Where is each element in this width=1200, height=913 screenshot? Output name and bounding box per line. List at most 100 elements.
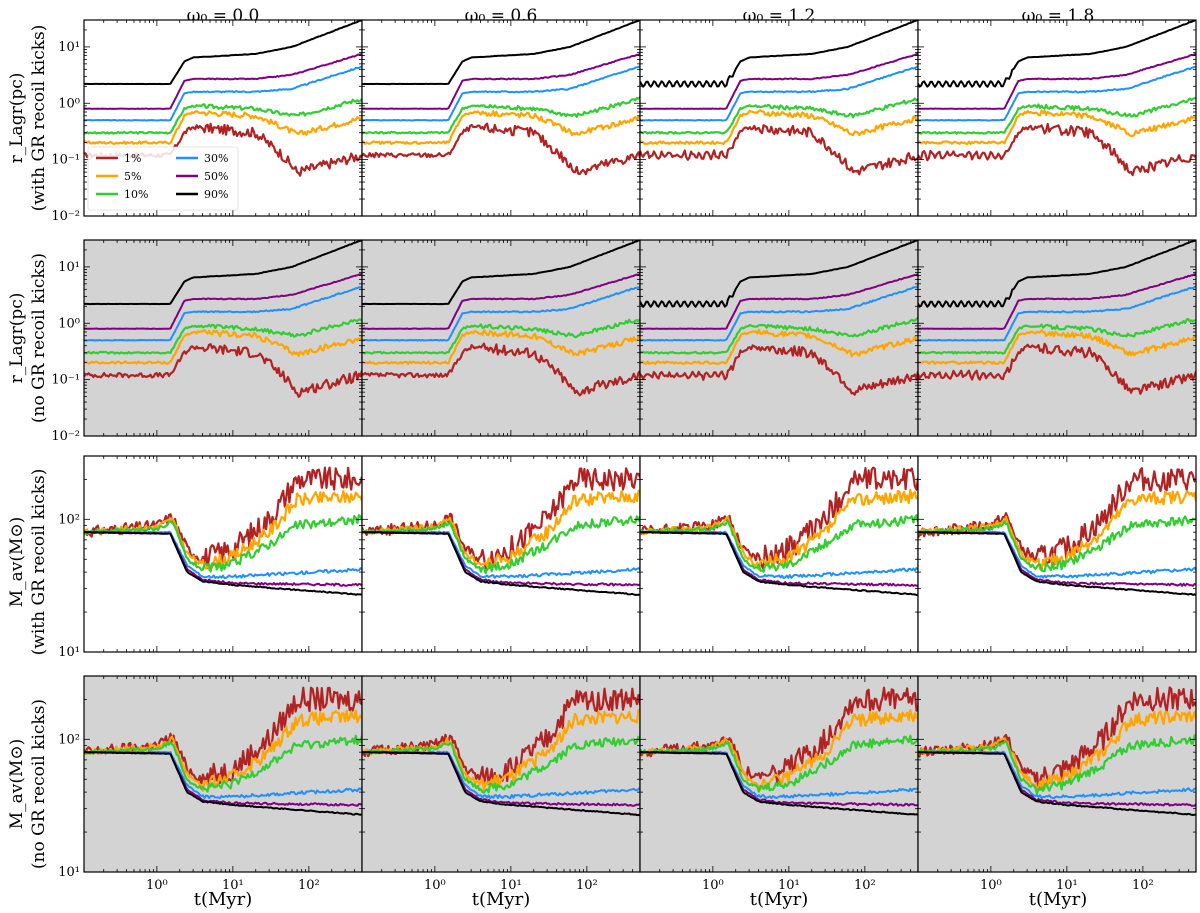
panel-r1-c1 (361, 239, 641, 437)
series-line-50pct (362, 272, 640, 330)
series-line-30pct (84, 530, 362, 580)
series-line-5pct (918, 329, 1196, 365)
series-line-50pct (84, 273, 362, 330)
series-line-90pct (362, 531, 640, 596)
series-line-50pct (84, 52, 362, 110)
series-line-10pct (362, 735, 640, 794)
y-tick-label: 10¹ (58, 260, 80, 275)
row-1-ylabel-line1: r_Lagr(pc) (7, 293, 27, 384)
series-line-90pct (84, 20, 362, 86)
panel-frame (917, 455, 1197, 653)
series-line-10pct (918, 515, 1196, 573)
legend-label: 1% (124, 152, 141, 165)
legend-label: 90% (204, 188, 228, 201)
panel-r1-c3 (917, 239, 1197, 437)
series-line-90pct (84, 531, 362, 596)
legend-label: 5% (124, 170, 141, 183)
series-line-10pct (918, 733, 1196, 795)
panel-background (362, 456, 640, 652)
series-group (84, 466, 362, 596)
row-0-ylabel-line1: r_Lagr(pc) (7, 73, 27, 164)
series-line-1pct (84, 343, 362, 398)
row-ylabels: r_Lagr(pc) (with GR recoil kicks) r_Lagr… (7, 25, 49, 869)
panels: 10¹ 10⁰ 10⁻¹ 10⁻² 1% 30% 5% 50% 10% 90% 10¹ 10⁰ 10⁻¹… (51, 19, 1197, 893)
series-line-50pct (640, 273, 918, 330)
series-group (918, 467, 1196, 596)
series-line-10pct (640, 514, 918, 573)
series-group (362, 467, 640, 596)
series-line-10pct (84, 734, 362, 793)
series-group (84, 686, 362, 816)
row-2-ylabel-line1: M_av(M⊙) (7, 517, 27, 608)
series-line-10pct (84, 318, 362, 355)
panel-r2-c1 (361, 455, 641, 653)
panel-r0-c1 (361, 19, 641, 217)
series-line-10pct (640, 734, 918, 793)
panel-r0-c2 (639, 19, 919, 217)
row-3-ylabel-line1: M_av(M⊙) (7, 739, 27, 830)
panel-background (362, 240, 640, 436)
series-group (640, 20, 918, 176)
series-line-10pct (918, 318, 1196, 355)
series-line-10pct (918, 96, 1196, 135)
series-line-1pct (918, 122, 1196, 177)
y-tick-label: 10⁻¹ (51, 373, 80, 388)
series-line-30pct (640, 285, 918, 342)
series-line-5pct (84, 110, 362, 145)
x-axis-label-0: t(Myr) (194, 889, 252, 910)
series-line-1pct (640, 344, 918, 396)
series-line-5pct (918, 109, 1196, 145)
series-line-30pct (84, 65, 362, 122)
series-line-90pct (362, 240, 640, 306)
series-line-5pct (640, 109, 918, 145)
series-line-90pct (362, 751, 640, 817)
series-line-90pct (84, 240, 362, 306)
panel-background (362, 20, 640, 216)
y-tick-label: 10¹ (58, 40, 80, 55)
series-line-5pct (84, 329, 362, 365)
panel-r2-c3 (917, 455, 1197, 653)
x-tick-label: 10² (298, 878, 320, 893)
series-line-90pct (918, 240, 1196, 308)
panel-background (918, 240, 1196, 436)
x-tick-label: 10¹ (500, 878, 522, 893)
row-2-ylabel-line2: (with GR recoil kicks) (29, 469, 49, 656)
y-tick-label: 10² (58, 512, 80, 527)
x-tick-label: 10¹ (222, 878, 244, 893)
series-line-5pct (362, 110, 640, 145)
y-tick-label: 10² (58, 732, 80, 747)
series-line-1pct (362, 467, 640, 570)
row-0-ylabel-line2: (with GR recoil kicks) (29, 25, 49, 212)
panel-background (640, 240, 918, 436)
panel-r0-c0: 10¹ 10⁰ 10⁻¹ 10⁻² 1% 30% 5% 50% 10% 90% (51, 19, 363, 224)
series-line-90pct (918, 751, 1196, 816)
series-line-10pct (640, 316, 918, 355)
panel-r1-c2 (639, 239, 919, 437)
panel-r0-c3 (917, 19, 1197, 217)
series-line-10pct (84, 514, 362, 573)
panel-r1-c0: 10¹ 10⁰ 10⁻¹ 10⁻² (51, 239, 363, 444)
panel-r2-c0: 10² 10¹ (58, 455, 363, 660)
series-group (362, 240, 640, 397)
series-line-5pct (362, 489, 640, 568)
x-tick-label: 10² (576, 878, 598, 893)
series-line-90pct (640, 751, 918, 816)
series-line-1pct (362, 342, 640, 397)
x-axis-label-3: t(Myr) (1029, 889, 1087, 910)
series-line-10pct (362, 96, 640, 135)
x-tick-label: 10² (854, 878, 876, 893)
series-line-1pct (918, 342, 1196, 395)
series-line-1pct (362, 122, 640, 176)
series-line-1pct (918, 686, 1196, 791)
series-line-50pct (640, 52, 918, 110)
series-line-50pct (362, 53, 640, 110)
series-group (640, 686, 918, 816)
x-tick-label: 10⁰ (146, 878, 168, 893)
panel-frame (917, 19, 1197, 217)
panel-r2-c2 (639, 455, 919, 653)
y-tick-label: 10⁻² (51, 429, 80, 444)
series-line-10pct (640, 97, 918, 135)
y-tick-label: 10¹ (58, 645, 80, 660)
series-line-90pct (362, 20, 640, 86)
